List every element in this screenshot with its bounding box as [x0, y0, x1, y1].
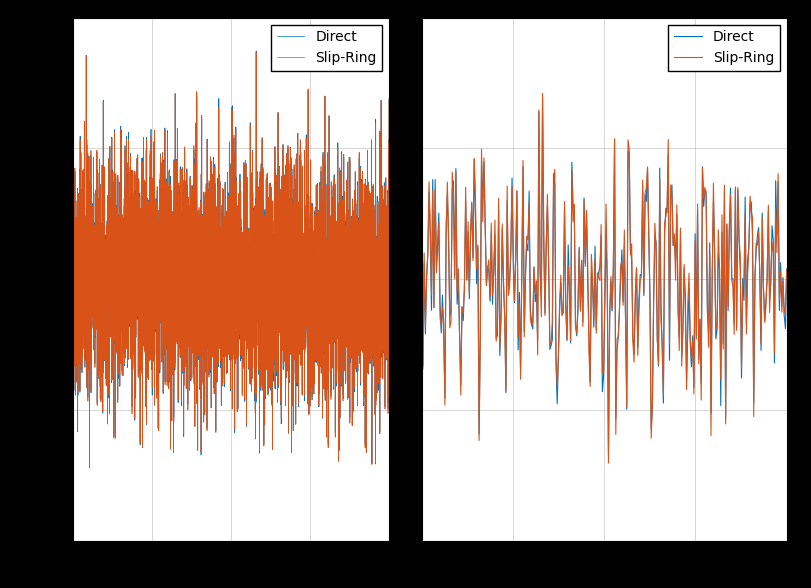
- Direct: [637, 272, 646, 279]
- Slip-Ring: [68, 248, 78, 255]
- Direct: [68, 247, 78, 254]
- Line: Slip-Ring: Slip-Ring: [73, 52, 389, 467]
- Line: Direct: Direct: [422, 98, 787, 456]
- Line: Slip-Ring: Slip-Ring: [422, 93, 787, 463]
- Slip-Ring: [782, 267, 792, 274]
- Direct: [384, 325, 394, 332]
- Direct: [304, 393, 314, 400]
- Direct: [258, 387, 268, 394]
- Slip-Ring: [304, 392, 314, 399]
- Direct: [750, 273, 760, 280]
- Slip-Ring: [418, 366, 428, 373]
- Slip-Ring: [750, 274, 760, 281]
- Slip-Ring: [274, 217, 284, 224]
- Direct: [727, 275, 736, 282]
- Slip-Ring: [384, 323, 394, 330]
- Slip-Ring: [126, 153, 135, 160]
- Direct: [84, 465, 94, 472]
- Line: Direct: Direct: [73, 51, 389, 468]
- Slip-Ring: [251, 49, 261, 56]
- Direct: [635, 271, 645, 278]
- Slip-Ring: [189, 142, 199, 149]
- Slip-Ring: [84, 463, 94, 470]
- Legend: Direct, Slip-Ring: Direct, Slip-Ring: [668, 25, 779, 71]
- Legend: Direct, Slip-Ring: Direct, Slip-Ring: [271, 25, 382, 71]
- Direct: [782, 265, 792, 272]
- Direct: [603, 452, 613, 459]
- Slip-Ring: [603, 459, 613, 466]
- Direct: [251, 48, 261, 55]
- Direct: [328, 185, 338, 192]
- Direct: [126, 150, 135, 157]
- Slip-Ring: [328, 182, 338, 189]
- Slip-Ring: [642, 163, 652, 171]
- Direct: [642, 165, 652, 172]
- Slip-Ring: [637, 273, 646, 280]
- Direct: [274, 214, 284, 221]
- Direct: [538, 95, 547, 102]
- Slip-Ring: [635, 278, 645, 285]
- Slip-Ring: [727, 276, 736, 283]
- Direct: [189, 146, 199, 153]
- Slip-Ring: [417, 223, 427, 230]
- Direct: [417, 240, 427, 248]
- Direct: [418, 362, 428, 369]
- Slip-Ring: [538, 90, 547, 97]
- Slip-Ring: [258, 387, 268, 394]
